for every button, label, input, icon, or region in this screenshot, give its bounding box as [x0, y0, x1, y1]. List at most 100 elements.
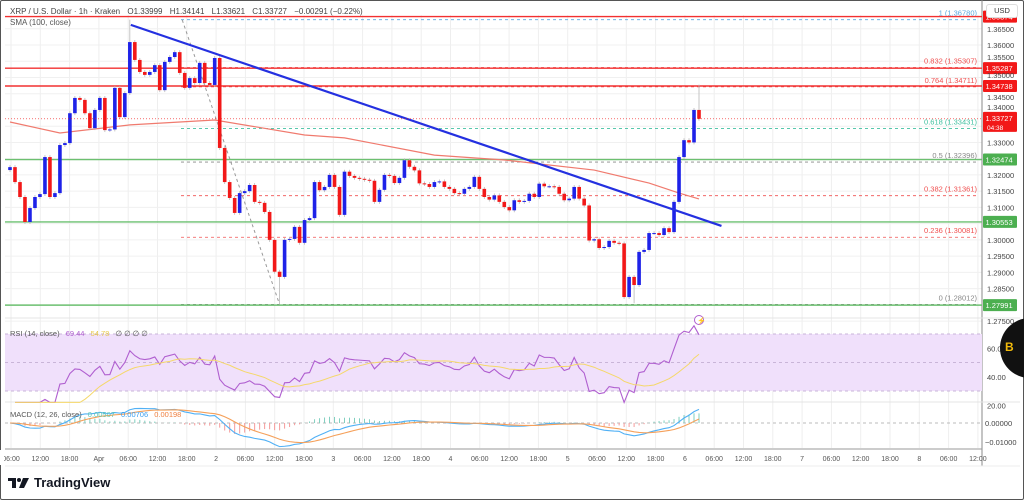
- candle-bullish: [312, 182, 317, 219]
- candle-bullish: [282, 239, 287, 277]
- sma-100-line: [9, 119, 700, 200]
- candle-bullish: [212, 57, 217, 85]
- candle-bullish: [522, 200, 527, 202]
- sma-legend[interactable]: SMA (100, close): [10, 18, 71, 27]
- price-axis-label: 1.34000: [987, 103, 1014, 112]
- candle-bullish: [113, 87, 117, 130]
- candle-bearish: [587, 205, 591, 241]
- currency-button[interactable]: USD: [986, 4, 1018, 18]
- candle-bearish: [552, 186, 557, 188]
- candle-bearish: [427, 184, 432, 187]
- candle-bearish: [687, 140, 691, 143]
- fib-level-label: 0 (1.28012): [939, 293, 978, 302]
- candle-bearish: [143, 71, 147, 75]
- fib-level-label: 1 (1.36780): [939, 9, 978, 18]
- macd-title: MACD (12, 26, close): [10, 410, 82, 419]
- candle-bullish: [692, 109, 696, 143]
- price-level-badge: [983, 299, 1017, 312]
- candle-bearish: [502, 201, 507, 208]
- time-axis-label: 12:00: [735, 456, 753, 463]
- candle-bullish: [547, 186, 552, 188]
- candle-bearish: [347, 171, 352, 176]
- time-axis-clip: [0, 450, 4, 465]
- price-axis-label: 1.32000: [987, 171, 1014, 180]
- candle-bullish: [462, 188, 467, 194]
- candle-bearish: [257, 201, 262, 203]
- time-axis-label: 18:00: [881, 456, 899, 463]
- candle-bullish: [247, 184, 252, 192]
- candle-bullish: [68, 113, 72, 144]
- time-axis-label: 6: [683, 456, 687, 463]
- candle-bearish: [337, 186, 342, 215]
- candle-bearish: [18, 182, 22, 198]
- candle-bullish: [537, 183, 542, 198]
- time-axis-label: 18:00: [295, 456, 313, 463]
- candle-bullish: [302, 220, 307, 243]
- candle-bullish: [58, 145, 62, 194]
- candle-bearish: [597, 239, 601, 248]
- candle-bullish: [527, 193, 532, 201]
- time-axis-label: 2: [214, 456, 218, 463]
- time-axis-label: 06:00: [588, 456, 606, 463]
- candle-bullish: [682, 140, 686, 158]
- price-axis-label: 1.35500: [987, 53, 1014, 62]
- candle-bullish: [432, 182, 437, 187]
- macd-line-value: 0.00706: [121, 410, 149, 419]
- candle-bullish: [637, 251, 641, 286]
- rsi-line: [14, 324, 700, 404]
- rsi-axis-label: 20.00: [987, 401, 1006, 410]
- symbol-title[interactable]: XRP / U.S. Dollar · 1h · Kraken: [10, 7, 121, 16]
- event-lightning-icon: [694, 315, 704, 325]
- price-level-badge: [983, 153, 1017, 166]
- candle-bearish: [667, 228, 671, 233]
- candle-bullish: [642, 249, 646, 252]
- brand-name: TradingView: [34, 475, 111, 490]
- candle-bullish: [172, 52, 177, 58]
- candle-bearish: [582, 198, 586, 206]
- candle-bearish: [13, 167, 17, 183]
- candle-bearish: [222, 147, 227, 183]
- candle-bearish: [157, 65, 162, 91]
- tradingview-logo[interactable]: TradingView: [8, 475, 110, 490]
- candle-bearish: [447, 186, 452, 189]
- price-level-badge-text: 1.32474: [986, 156, 1013, 165]
- candle-bearish: [562, 193, 566, 201]
- candle-bullish: [672, 201, 676, 233]
- candle-bearish: [617, 242, 621, 244]
- macd-legend[interactable]: MACD (12, 26, close) 0.00507 0.00706 0.0…: [10, 410, 185, 419]
- price-level-badge: [983, 62, 1017, 75]
- candle-bullish: [38, 194, 42, 198]
- candle-bullish: [512, 200, 517, 211]
- price-axis-label: 1.29000: [987, 268, 1014, 277]
- bearish-trendline: [130, 23, 722, 227]
- candle-bearish: [352, 175, 357, 178]
- candle-bullish: [492, 195, 497, 200]
- candle-bullish: [402, 160, 407, 178]
- change-value: −0.00291 (−0.22%): [294, 7, 363, 16]
- candle-bearish: [332, 174, 337, 187]
- rsi-legend[interactable]: RSI (14, close) 69.44 54.78 ∅ ∅ ∅ ∅: [10, 329, 152, 338]
- candle-bearish: [267, 211, 272, 240]
- candle-bearish: [192, 78, 197, 84]
- rsi-value: 69.44: [65, 329, 85, 338]
- time-axis-label: 18:00: [764, 456, 782, 463]
- candle-bullish: [652, 233, 656, 235]
- candle-bearish: [277, 271, 282, 277]
- candle-bearish: [133, 42, 137, 60]
- candle-bullish: [108, 129, 112, 131]
- candle-bullish: [187, 78, 192, 88]
- price-level-badge-text: 1.30553: [986, 218, 1013, 227]
- fib-level-label: 0.236 (1.30081): [924, 226, 977, 235]
- time-axis-label: 5: [566, 456, 570, 463]
- candle-bullish: [147, 71, 152, 75]
- fib-level-label: 0.764 (1.34711): [925, 76, 978, 85]
- candle-bullish: [197, 62, 202, 84]
- high-value: H1.34141: [169, 7, 205, 16]
- candle-bearish: [407, 160, 412, 167]
- candle-bearish: [497, 195, 502, 202]
- price-axis-label: 1.28500: [987, 285, 1014, 294]
- time-axis-label: 18:00: [647, 456, 665, 463]
- candle-bullish: [647, 233, 651, 250]
- time-axis-label: 7: [800, 456, 804, 463]
